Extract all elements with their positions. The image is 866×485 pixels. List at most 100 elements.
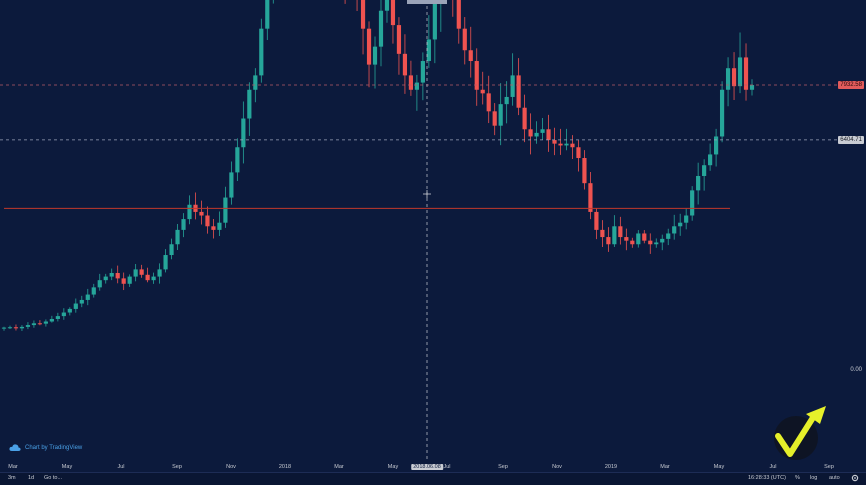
- candle-body: [181, 219, 186, 230]
- candle-body: [169, 244, 174, 256]
- percent-toggle[interactable]: %: [795, 475, 800, 481]
- candle-body: [749, 85, 755, 90]
- time-axis[interactable]: Mar May Jul Sep Nov 2018 Mar May 2018.06.08 Jul Se…: [0, 460, 866, 472]
- candle-body: [414, 82, 419, 90]
- candle-body: [432, 3, 437, 40]
- candle-body: [372, 46, 378, 65]
- candle-body: [378, 10, 384, 47]
- candle-body: [534, 132, 539, 137]
- candle-body: [199, 211, 204, 216]
- x-tick-label: May: [387, 464, 399, 470]
- candle-body: [660, 238, 665, 243]
- candle-body: [654, 242, 659, 245]
- candle-body: [91, 287, 96, 295]
- candle-body: [624, 237, 629, 241]
- auto-toggle[interactable]: auto: [829, 475, 840, 481]
- candle-body: [702, 165, 707, 176]
- candle-body: [223, 197, 228, 223]
- candle-body: [13, 327, 19, 329]
- candle-body: [85, 294, 90, 300]
- range-1d-button[interactable]: 1d: [28, 475, 35, 481]
- candle-body: [737, 57, 743, 87]
- candle-body: [366, 28, 372, 65]
- candle-body: [666, 233, 671, 239]
- candle-body: [588, 183, 593, 212]
- brand-text: Chart by TradingView: [25, 445, 83, 451]
- candle-body: [719, 89, 725, 137]
- cursor-date-label: 2018.06.08: [411, 464, 443, 470]
- candle-body: [157, 269, 162, 277]
- candle-body: [31, 323, 37, 326]
- candle-body: [684, 215, 689, 223]
- candle-body: [67, 308, 72, 313]
- candle-body: [25, 325, 31, 327]
- x-tick-label: Jul: [769, 464, 777, 470]
- candle-body: [61, 312, 66, 317]
- candle-body: [145, 274, 150, 281]
- log-toggle[interactable]: log: [810, 475, 818, 481]
- x-tick-label: Sep: [498, 464, 508, 470]
- candle-body: [486, 93, 491, 112]
- candle-body: [103, 276, 108, 281]
- price-label-zero: 0.00: [850, 367, 862, 373]
- x-tick-label: 2018: [278, 464, 292, 470]
- candle-body: [480, 89, 485, 94]
- x-tick-label: Jul: [117, 464, 125, 470]
- candle-body: [594, 211, 599, 230]
- candle-body: [163, 255, 168, 270]
- checkmark-logo: [768, 402, 830, 469]
- candle-body: [396, 25, 402, 54]
- crosshair-top-tag: [407, 0, 447, 4]
- candle-body: [696, 175, 701, 191]
- candle-body: [690, 190, 695, 216]
- candle-body: [630, 240, 635, 245]
- x-tick-label: May: [713, 464, 725, 470]
- candle-body: [247, 89, 252, 119]
- candle-body: [175, 229, 180, 245]
- candle-body: [546, 129, 551, 141]
- candle-body: [241, 118, 246, 148]
- candle-body: [618, 226, 623, 238]
- x-tick-label: Mar: [8, 464, 18, 470]
- candle-body: [55, 316, 60, 319]
- goto-button[interactable]: Go to...: [44, 475, 63, 481]
- x-tick-label: Mar: [660, 464, 670, 470]
- candle-body: [426, 39, 431, 62]
- tradingview-cloud-icon: [9, 444, 21, 451]
- candle-body: [115, 272, 120, 279]
- x-tick-label: 2019: [604, 464, 618, 470]
- candle-body: [97, 280, 102, 288]
- candle-body: [600, 229, 605, 238]
- candle-body: [612, 226, 617, 245]
- candle-body: [360, 0, 366, 29]
- candle-body: [235, 147, 240, 173]
- price-label-upper: 7932.58: [838, 81, 864, 89]
- candle-body: [253, 75, 258, 90]
- candle-body: [725, 68, 731, 90]
- candle-body: [522, 107, 527, 130]
- candle-body: [127, 276, 132, 284]
- x-tick-label: Nov: [226, 464, 236, 470]
- candle-body: [510, 75, 515, 97]
- candle-body: [19, 326, 25, 329]
- candle-body: [462, 28, 467, 51]
- candle-body: [468, 50, 473, 62]
- candle-body: [606, 237, 611, 245]
- candle-body: [79, 299, 84, 304]
- x-tick-label: Mar: [334, 464, 344, 470]
- range-3m-button[interactable]: 3m: [8, 475, 16, 481]
- candle-body: [133, 269, 138, 277]
- candle-body: [498, 104, 503, 126]
- candle-body: [564, 143, 569, 146]
- price-chart[interactable]: [0, 0, 866, 460]
- candle-body: [570, 143, 575, 148]
- candle-body: [187, 204, 192, 220]
- candle-body: [474, 61, 479, 90]
- candle-body: [1, 327, 7, 329]
- tradingview-brand[interactable]: Chart by TradingView: [9, 444, 82, 452]
- time-display: 16:28:33 (UTC): [748, 475, 786, 481]
- x-tick-label: Nov: [552, 464, 562, 470]
- gear-icon[interactable]: [851, 474, 859, 482]
- candle-body: [420, 61, 425, 83]
- candle-body: [229, 172, 234, 198]
